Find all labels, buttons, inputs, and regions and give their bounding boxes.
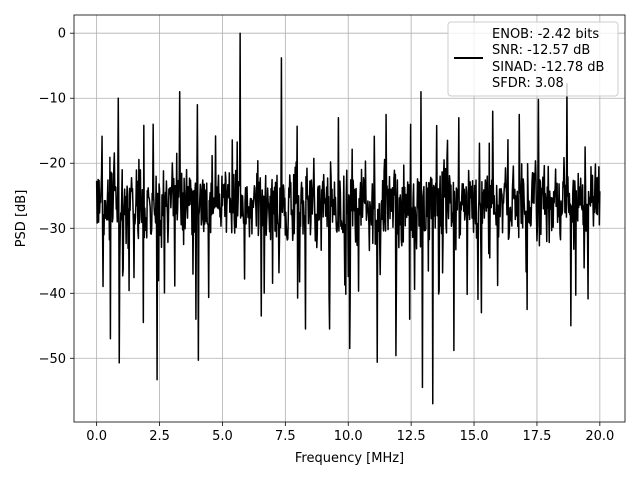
legend-entry-sinad: SINAD: -12.78 dB — [492, 60, 604, 75]
y-tick-label: −30 — [39, 222, 66, 237]
x-axis-ticks: 0.0 2.5 5.0 7.5 10.0 12.5 15.0 17.5 20.0 — [86, 422, 614, 444]
y-tick-label: 0 — [58, 27, 66, 42]
legend: ENOB: -2.42 bits SNR: -12.57 dB SINAD: -… — [447, 21, 619, 97]
legend-entry-enob: ENOB: -2.42 bits — [492, 27, 599, 42]
x-tick-label: 0.0 — [86, 429, 107, 444]
plot-frame — [73, 14, 626, 423]
y-tick-label: −20 — [39, 157, 66, 172]
x-tick-label: 5.0 — [212, 429, 233, 444]
y-tick-label: −50 — [39, 352, 66, 367]
y-tick-label: −40 — [39, 287, 66, 302]
x-tick-label: 20.0 — [585, 429, 614, 444]
legend-box — [447, 21, 619, 97]
y-axis-ticks: 0 −10 −20 −30 −40 −50 — [39, 27, 74, 367]
x-tick-label: 7.5 — [275, 429, 296, 444]
x-tick-label: 12.5 — [397, 429, 426, 444]
x-tick-label: 10.0 — [334, 429, 363, 444]
psd-series-line — [95, 32, 601, 405]
x-tick-label: 17.5 — [522, 429, 551, 444]
legend-entry-sfdr: SFDR: 3.08 — [492, 76, 564, 91]
x-tick-label: 2.5 — [149, 429, 170, 444]
y-axis-title: PSD [dB] — [14, 190, 29, 248]
series-layer — [95, 32, 601, 405]
y-tick-label: −10 — [39, 92, 66, 107]
legend-entry-snr: SNR: -12.57 dB — [492, 43, 590, 58]
x-axis-title: Frequency [MHz] — [295, 451, 404, 466]
x-tick-label: 15.0 — [460, 429, 489, 444]
